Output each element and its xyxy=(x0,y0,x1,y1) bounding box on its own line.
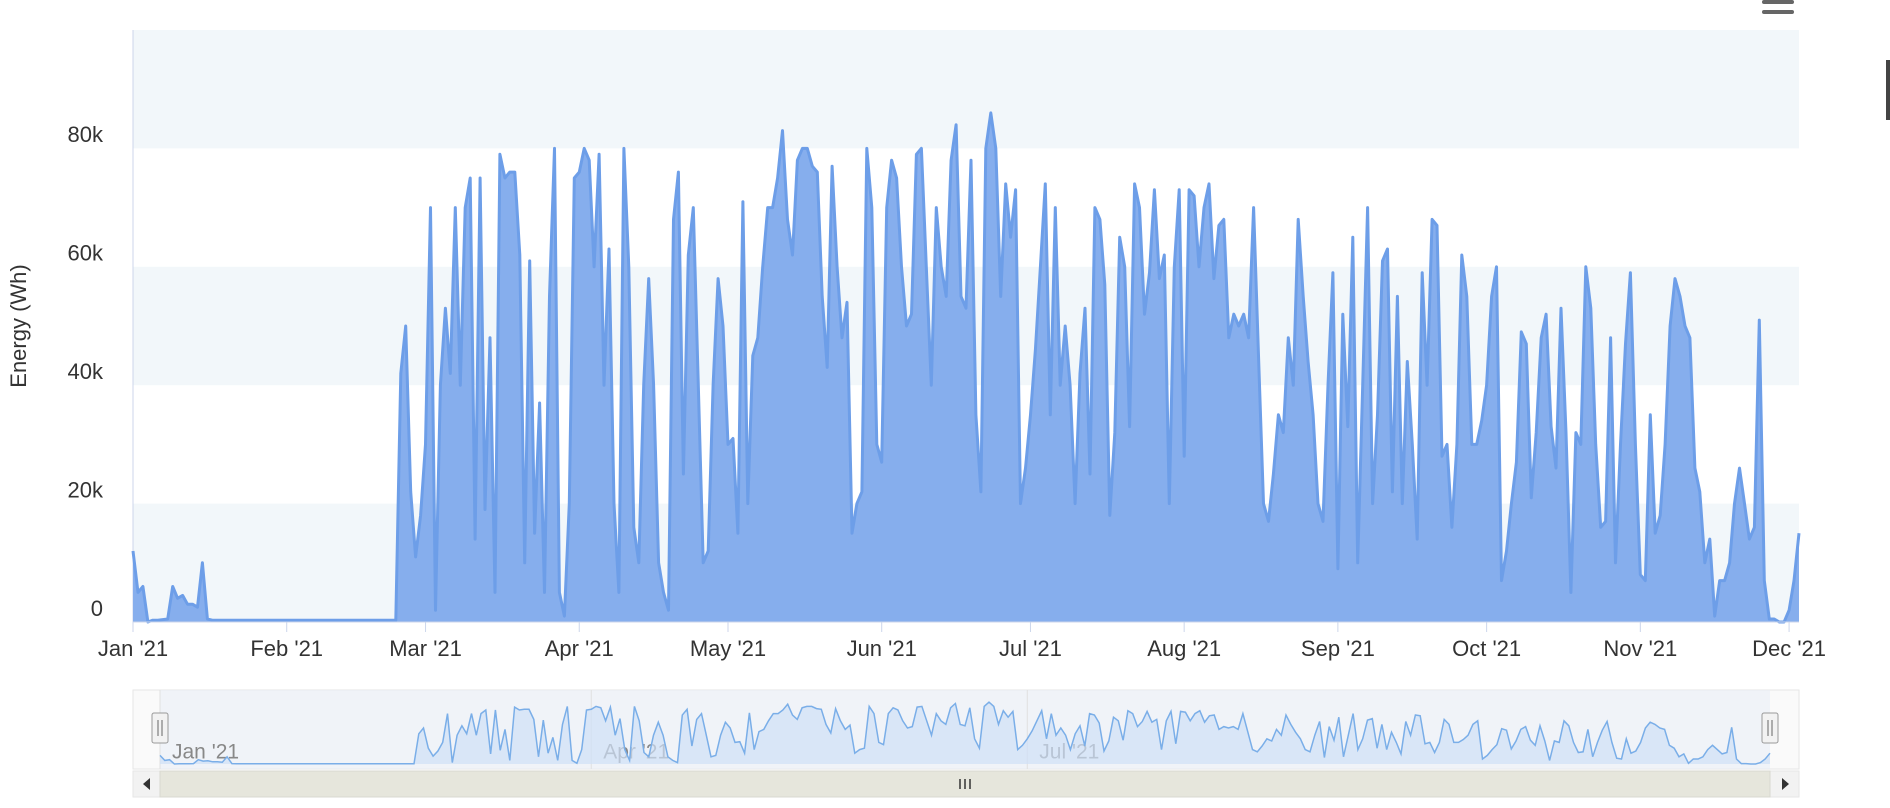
menu-bar xyxy=(1762,10,1794,14)
handle-body xyxy=(151,712,169,744)
navigator-tick-label: Jan '21 xyxy=(172,741,239,764)
navigator-area-fill xyxy=(160,702,1770,764)
page-scrollbar xyxy=(1886,60,1890,120)
y-tick-label: 60k xyxy=(68,241,104,266)
y-axis-label: Energy (Wh) xyxy=(6,264,31,387)
y-tick-label: 40k xyxy=(68,359,104,384)
x-tick-label: Dec '21 xyxy=(1752,636,1826,661)
y-tick-label: 80k xyxy=(68,122,104,147)
x-tick-label: Jan '21 xyxy=(98,636,168,661)
x-tick-label: Feb '21 xyxy=(250,636,323,661)
navigator-handle[interactable] xyxy=(151,712,169,744)
x-tick-label: Oct '21 xyxy=(1452,636,1521,661)
grid-band xyxy=(133,30,1799,149)
navigator-line xyxy=(159,701,1771,765)
x-tick-label: Nov '21 xyxy=(1603,636,1677,661)
handle-body xyxy=(1761,712,1779,744)
y-tick-label: 20k xyxy=(68,477,104,502)
x-tick-label: Jul '21 xyxy=(999,636,1062,661)
scrollbar-arrow-left[interactable] xyxy=(143,778,150,790)
menu-button[interactable] xyxy=(1762,0,1794,14)
area-line xyxy=(131,111,1801,624)
x-tick-label: Sep '21 xyxy=(1301,636,1375,661)
x-tick-label: Apr '21 xyxy=(545,636,614,661)
scrollbar-arrow-right[interactable] xyxy=(1782,778,1789,790)
x-tick-label: May '21 xyxy=(690,636,766,661)
scrollbar xyxy=(132,770,1800,798)
x-tick-label: Jun '21 xyxy=(847,636,917,661)
navigator-handle[interactable] xyxy=(1761,712,1779,744)
y-tick-label: 0 xyxy=(91,596,103,621)
area-fill xyxy=(133,112,1799,623)
x-tick-label: Aug '21 xyxy=(1147,636,1221,661)
x-tick-label: Mar '21 xyxy=(389,636,462,661)
menu-bar xyxy=(1762,0,1794,4)
